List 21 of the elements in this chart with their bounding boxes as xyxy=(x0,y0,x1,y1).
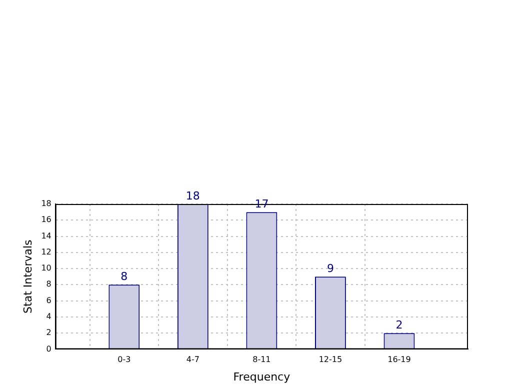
data-label: 9 xyxy=(326,262,334,275)
y-tick-label: 16 xyxy=(41,215,52,224)
y-axis-title: Stat Intervals xyxy=(21,239,34,314)
x-tick-label: 0-3 xyxy=(118,355,131,364)
y-tick-label: 10 xyxy=(41,264,52,273)
x-tick-label: 8-11 xyxy=(252,355,271,364)
y-tick-label: 8 xyxy=(46,280,52,289)
y-tick-label: 0 xyxy=(46,344,52,354)
data-label: 18 xyxy=(186,189,200,202)
y-tick-label: 14 xyxy=(41,231,52,240)
y-tick-label: 6 xyxy=(46,296,52,305)
x-tick-label: 16-19 xyxy=(388,355,411,364)
x-axis-title: Frequency xyxy=(233,370,291,384)
y-tick-label: 12 xyxy=(41,247,52,256)
y-tick-label: 4 xyxy=(46,312,52,322)
x-tick-label: 12-15 xyxy=(318,355,342,364)
y-tick-label: 18 xyxy=(41,199,52,208)
data-label: 2 xyxy=(396,318,403,332)
x-tick-label: 4-7 xyxy=(186,355,200,364)
y-tick-label: 2 xyxy=(46,328,52,338)
data-label: 8 xyxy=(120,270,128,284)
